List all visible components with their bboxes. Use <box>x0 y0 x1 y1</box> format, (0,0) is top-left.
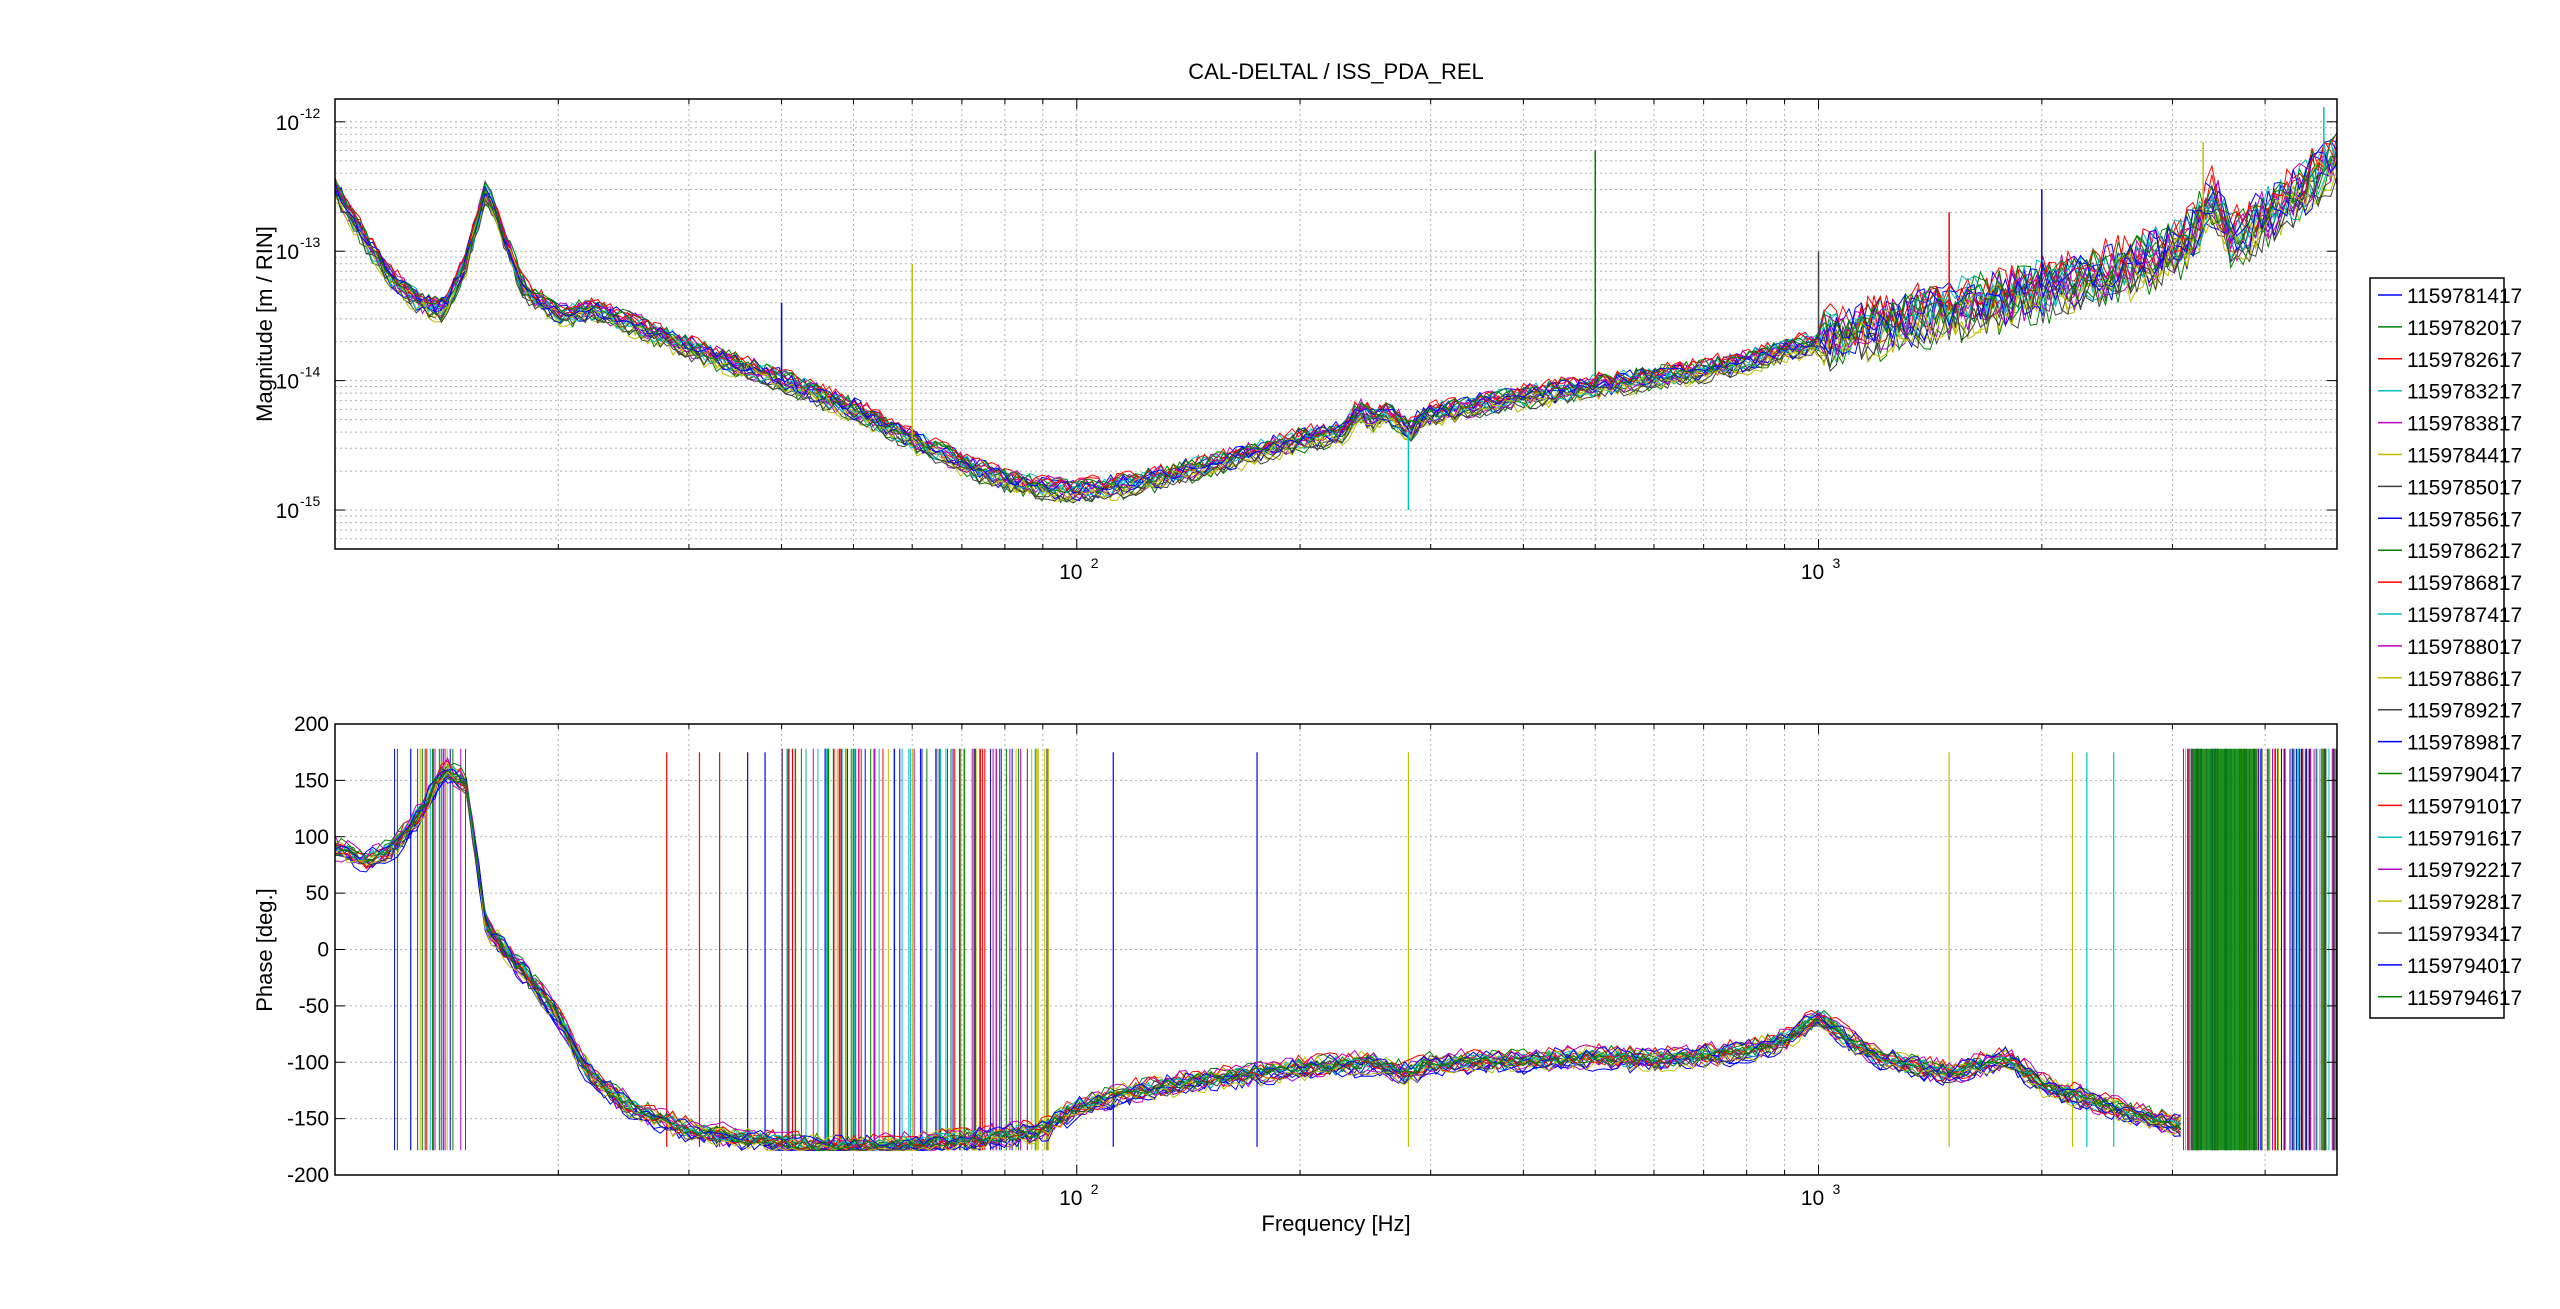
y-tick-label: 100 <box>294 826 329 849</box>
phase-series-line <box>334 757 2181 1148</box>
y-tick-label: 0 <box>317 939 329 962</box>
x-tick-label-exp: 3 <box>1833 555 1841 571</box>
legend-entry: 1159782617 <box>2407 349 2522 372</box>
y-tick-label: -200 <box>287 1164 329 1187</box>
y-tick-label-exp: -12 <box>300 105 320 121</box>
y-tick-label-exp: -13 <box>300 234 320 250</box>
legend-entry: 1159786217 <box>2407 540 2522 563</box>
legend-entry: 1159788617 <box>2407 668 2522 691</box>
x-tick-label: 10 <box>1801 1187 1824 1210</box>
legend-entry: 1159786817 <box>2407 572 2522 595</box>
legend-entry: 1159784417 <box>2407 445 2522 468</box>
x-tick-label-exp: 2 <box>1091 1181 1099 1197</box>
legend-entry: 1159789817 <box>2407 732 2522 755</box>
legend-entry: 1159790417 <box>2407 764 2522 787</box>
chart-title: CAL-DELTAL / ISS_PDA_REL <box>1188 59 1484 84</box>
legend-entry: 1159789217 <box>2407 700 2522 723</box>
legend-entry: 1159785017 <box>2407 476 2522 499</box>
y-tick-label: 10 <box>276 371 299 394</box>
y-tick-label: 10 <box>276 112 299 135</box>
magnitude-series-line <box>334 155 2338 500</box>
x-tick-label-exp: 2 <box>1091 555 1099 571</box>
legend-entry: 1159787417 <box>2407 604 2522 627</box>
phase-traces <box>334 748 2338 1152</box>
magnitude-series-line <box>334 155 2338 493</box>
x-tick-label: 10 <box>1059 1187 1082 1210</box>
phase-series-line <box>334 771 2182 1151</box>
phase-ylabel: Phase [deg.] <box>252 888 277 1012</box>
phase-series-line <box>334 770 2181 1151</box>
y-tick-label: 10 <box>276 241 299 264</box>
magnitude-series-line <box>334 176 2338 503</box>
magnitude-series-line <box>334 151 2338 494</box>
y-tick-label-exp: -14 <box>300 364 320 380</box>
legend-entry: 1159792217 <box>2407 859 2522 882</box>
x-tick-label: 10 <box>1801 561 1824 584</box>
magnitude-series-line <box>334 158 2338 503</box>
y-tick-label: 50 <box>306 882 329 905</box>
magnitude-traces <box>334 107 2338 511</box>
magnitude-axes-box <box>334 98 2338 550</box>
legend-entry: 1159792817 <box>2407 891 2522 914</box>
y-tick-label: -50 <box>299 995 329 1018</box>
legend: 1159781417 1159782017 1159782617 1159783217… <box>2369 277 2522 1019</box>
magnitude-series-line <box>334 140 2338 492</box>
phase-panel: 10 2 10 3 -200 -150 -100 -50 0 50 100 150 200 Phase … <box>252 713 2338 1210</box>
magnitude-ylabel: Magnitude [m / RIN] <box>252 226 277 422</box>
y-tick-label: -150 <box>287 1108 329 1131</box>
legend-entry: 1159794617 <box>2407 987 2522 1010</box>
legend-entry: 1159785617 <box>2407 508 2522 531</box>
y-tick-label: 10 <box>276 500 299 523</box>
phase-dense-band <box>2193 748 2257 1151</box>
legend-entry: 1159781417 <box>2407 285 2522 308</box>
y-tick-label: 150 <box>294 769 329 792</box>
legend-entry: 1159783817 <box>2407 413 2522 436</box>
legend-entry: 1159791617 <box>2407 827 2522 850</box>
x-tick-label-exp: 3 <box>1833 1181 1841 1197</box>
legend-box <box>2369 277 2505 1019</box>
y-tick-label: 200 <box>294 713 329 736</box>
phase-series-line <box>334 775 2181 1152</box>
legend-entry: 1159788017 <box>2407 636 2522 659</box>
y-tick-label-exp: -15 <box>300 493 320 509</box>
legend-entry: 1159783217 <box>2407 381 2522 404</box>
magnitude-series-line <box>334 133 2338 493</box>
phase-ticks: 10 2 10 3 -200 -150 -100 -50 0 50 100 150 200 <box>287 713 2338 1210</box>
magnitude-series-line <box>334 168 2338 503</box>
legend-entry: 1159794017 <box>2407 955 2522 978</box>
x-tick-label: 10 <box>1059 561 1082 584</box>
legend-entry: 1159791017 <box>2407 795 2522 818</box>
legend-entry: 1159793417 <box>2407 923 2522 946</box>
x-axis-label: Frequency [Hz] <box>1261 1211 1410 1236</box>
y-tick-label: -100 <box>287 1051 329 1074</box>
legend-entry: 1159782017 <box>2407 317 2522 340</box>
